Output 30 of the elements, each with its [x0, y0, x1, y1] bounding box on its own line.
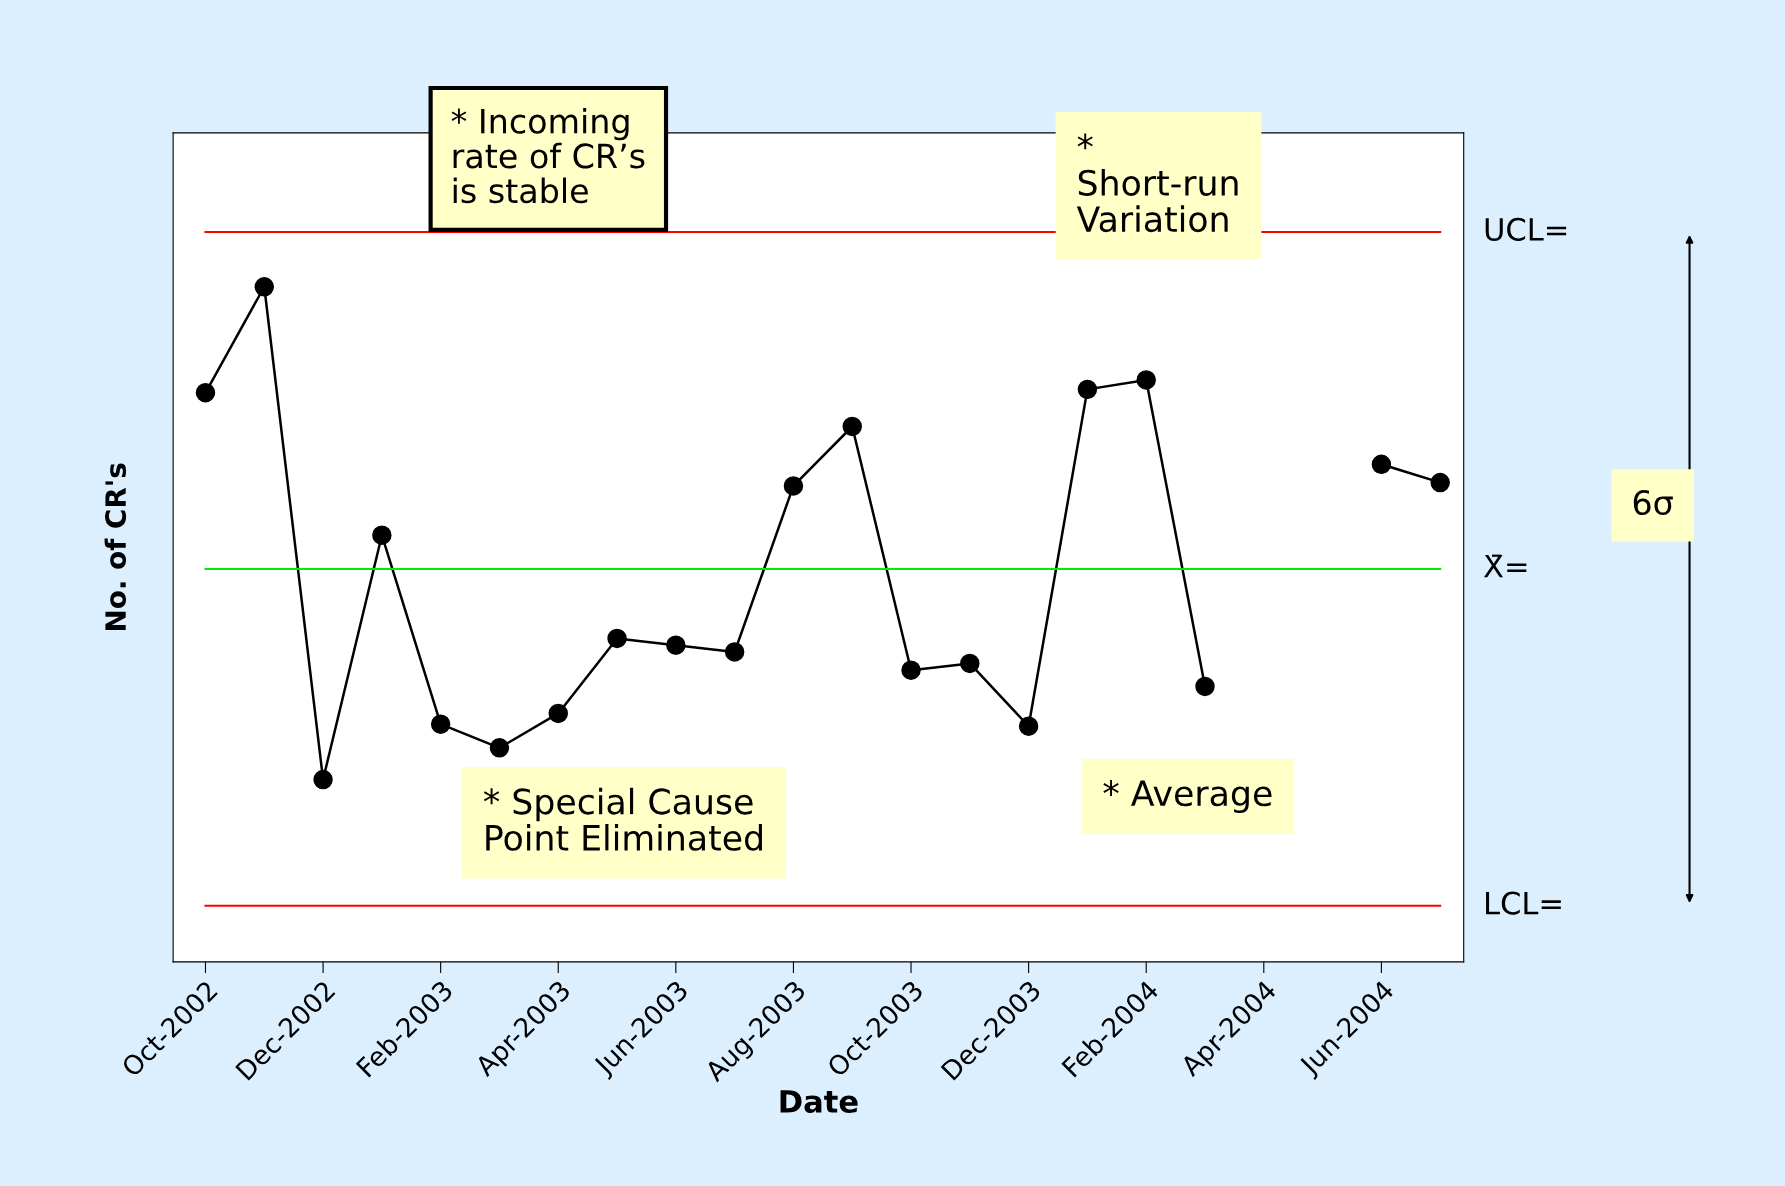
point	[1018, 716, 1039, 736]
point	[372, 525, 392, 545]
ref-line-label: LCL=	[1486, 891, 1561, 915]
ref-line-label: UCL=	[1485, 217, 1567, 241]
point	[1430, 472, 1450, 493]
y-axis-title: No. of CR's	[104, 463, 127, 630]
annotation: * Average	[1103, 780, 1272, 814]
point	[1371, 454, 1392, 475]
point	[901, 660, 921, 680]
point	[783, 476, 804, 496]
point	[960, 653, 980, 674]
point	[724, 642, 745, 662]
text: * Incoming rate of CR’s is stable	[451, 107, 645, 204]
point	[1195, 676, 1215, 697]
text: * Short-run Variation	[1076, 133, 1238, 233]
point	[1136, 370, 1156, 390]
annotation: * Special Cause Point Eliminated	[483, 787, 762, 851]
x-axis-title: Date	[780, 1090, 858, 1113]
point	[607, 628, 627, 649]
point	[430, 714, 451, 734]
point	[842, 416, 862, 437]
point	[313, 769, 333, 790]
point	[489, 738, 510, 758]
ref-line-label: X̄=	[1483, 554, 1527, 578]
point	[1077, 379, 1098, 400]
point	[666, 635, 686, 655]
point	[548, 703, 568, 724]
point	[195, 383, 216, 403]
text: 6σ	[1633, 489, 1673, 516]
point	[254, 277, 275, 297]
